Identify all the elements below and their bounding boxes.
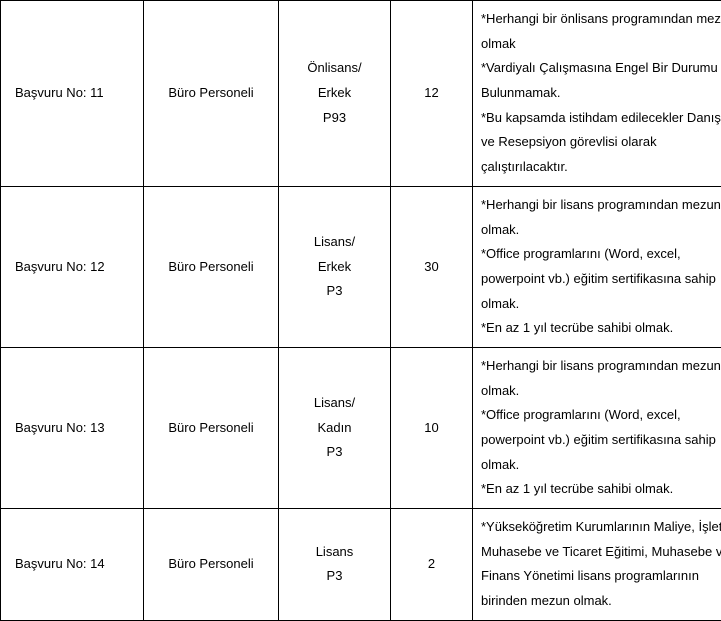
sart-line: *Herhangi bir önlisans programından mezu…: [481, 7, 721, 56]
cell-basvuru-no: Başvuru No: 11: [1, 1, 144, 187]
kategori-line: Lisans/: [314, 395, 355, 410]
sart-line: *Office programlarını (Word, excel, powe…: [481, 403, 721, 477]
cell-kategori: Lisans/ Kadın P3: [279, 347, 391, 508]
sart-line: *En az 1 yıl tecrübe sahibi olmak.: [481, 316, 721, 341]
cell-adet: 2: [391, 509, 473, 621]
table-row: Başvuru No: 12 Büro Personeli Lisans/ Er…: [1, 186, 721, 347]
cell-basvuru-no: Başvuru No: 14: [1, 509, 144, 621]
cell-sartlar: *Herhangi bir önlisans programından mezu…: [473, 1, 721, 187]
kategori-line: Erkek: [318, 259, 351, 274]
kategori-line: P93: [323, 110, 346, 125]
sart-line: *Bu kapsamda istihdam edilecekler Danışm…: [481, 106, 721, 180]
kategori-line: Önlisans/: [307, 60, 361, 75]
cell-basvuru-no: Başvuru No: 12: [1, 186, 144, 347]
kategori-line: Erkek: [318, 85, 351, 100]
cell-adet: 30: [391, 186, 473, 347]
cell-adet: 10: [391, 347, 473, 508]
sart-line: *Herhangi bir lisans programından mezun …: [481, 354, 721, 403]
cell-sartlar: *Herhangi bir lisans programından mezun …: [473, 186, 721, 347]
cell-sartlar: *Yükseköğretim Kurumlarının Maliye, İşle…: [473, 509, 721, 621]
table-row: Başvuru No: 14 Büro Personeli Lisans P3 …: [1, 509, 721, 621]
sart-line: *Office programlarını (Word, excel, powe…: [481, 242, 721, 316]
table-row: Başvuru No: 13 Büro Personeli Lisans/ Ka…: [1, 347, 721, 508]
kategori-line: Lisans/: [314, 234, 355, 249]
kategori-line: Kadın: [318, 420, 352, 435]
cell-kategori: Lisans P3: [279, 509, 391, 621]
kategori-line: Lisans: [316, 544, 354, 559]
kategori-line: P3: [327, 444, 343, 459]
cell-pozisyon: Büro Personeli: [144, 509, 279, 621]
sart-line: *Yükseköğretim Kurumlarının Maliye, İşle…: [481, 515, 721, 614]
job-postings-table: Başvuru No: 11 Büro Personeli Önlisans/ …: [0, 0, 721, 621]
kategori-line: P3: [327, 568, 343, 583]
cell-kategori: Önlisans/ Erkek P93: [279, 1, 391, 187]
cell-adet: 12: [391, 1, 473, 187]
cell-kategori: Lisans/ Erkek P3: [279, 186, 391, 347]
sart-line: *Vardiyalı Çalışmasına Engel Bir Durumu …: [481, 56, 721, 105]
kategori-line: P3: [327, 283, 343, 298]
cell-pozisyon: Büro Personeli: [144, 186, 279, 347]
table-row: Başvuru No: 11 Büro Personeli Önlisans/ …: [1, 1, 721, 187]
cell-sartlar: *Herhangi bir lisans programından mezun …: [473, 347, 721, 508]
sart-line: *En az 1 yıl tecrübe sahibi olmak.: [481, 477, 721, 502]
cell-pozisyon: Büro Personeli: [144, 1, 279, 187]
cell-pozisyon: Büro Personeli: [144, 347, 279, 508]
cell-basvuru-no: Başvuru No: 13: [1, 347, 144, 508]
sart-line: *Herhangi bir lisans programından mezun …: [481, 193, 721, 242]
